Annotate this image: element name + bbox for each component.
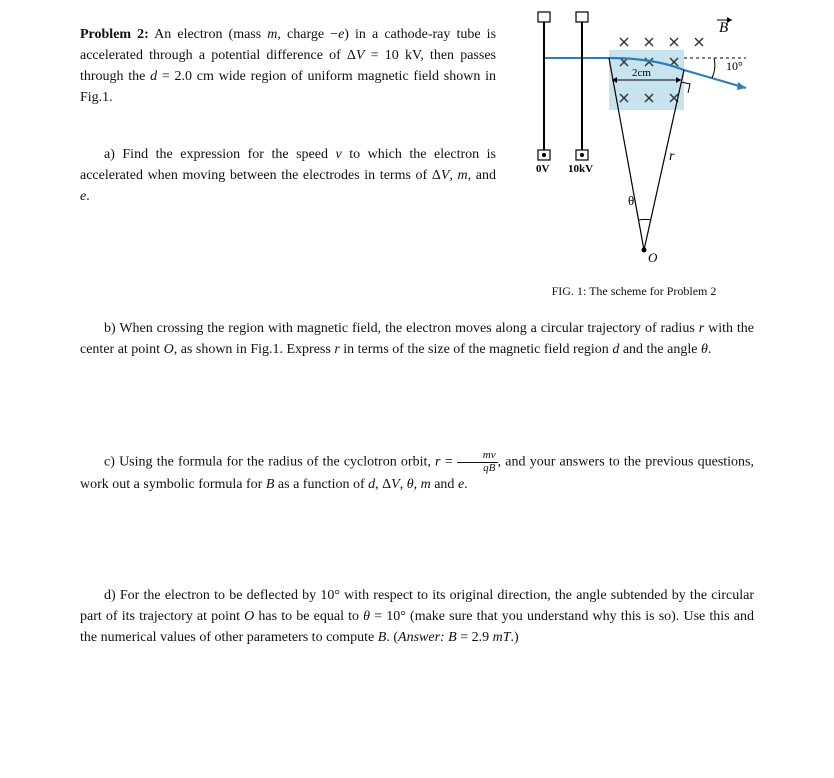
frac-den: qB <box>457 463 498 475</box>
left-plate <box>538 12 550 160</box>
part-c-pre: c) Using the formula for the radius of t… <box>104 454 457 469</box>
theta-arc <box>639 219 651 220</box>
width-label: 2cm <box>632 67 651 79</box>
part-b: b) When crossing the region with magneti… <box>80 318 754 360</box>
part-d: d) For the electron to be deflected by 1… <box>80 585 754 648</box>
right-plate <box>576 12 588 160</box>
problem-label: Problem 2: <box>80 27 149 42</box>
deflect-label: 10° <box>726 59 743 73</box>
b-arrow-head <box>727 17 732 23</box>
cyclotron-fraction: mvqB <box>457 450 498 474</box>
b-label: B <box>719 20 728 36</box>
intro-column: Problem 2: An electron (mass m, charge −… <box>80 10 496 221</box>
theta-label: θ <box>628 193 634 208</box>
o-point <box>642 248 647 253</box>
page: Problem 2: An electron (mass m, charge −… <box>0 0 834 682</box>
part-a: a) Find the expression for the speed v t… <box>80 144 496 207</box>
path-out-arrow <box>737 82 746 90</box>
figure-1: B 10° 2cm <box>514 10 754 265</box>
left-plate-label: 0V <box>536 163 550 175</box>
deflect-arc <box>712 58 715 78</box>
o-label: O <box>648 250 658 265</box>
figure-caption: FIG. 1: The scheme for Problem 2 <box>514 282 754 300</box>
top-row: Problem 2: An electron (mass m, charge −… <box>80 10 754 300</box>
right-plate-label: 10kV <box>568 163 593 175</box>
figure-column: B 10° 2cm <box>514 10 754 300</box>
r-label: r <box>669 149 675 164</box>
problem-intro: Problem 2: An electron (mass m, charge −… <box>80 24 496 108</box>
frac-num: mv <box>457 450 498 463</box>
part-c: c) Using the formula for the radius of t… <box>80 450 754 495</box>
